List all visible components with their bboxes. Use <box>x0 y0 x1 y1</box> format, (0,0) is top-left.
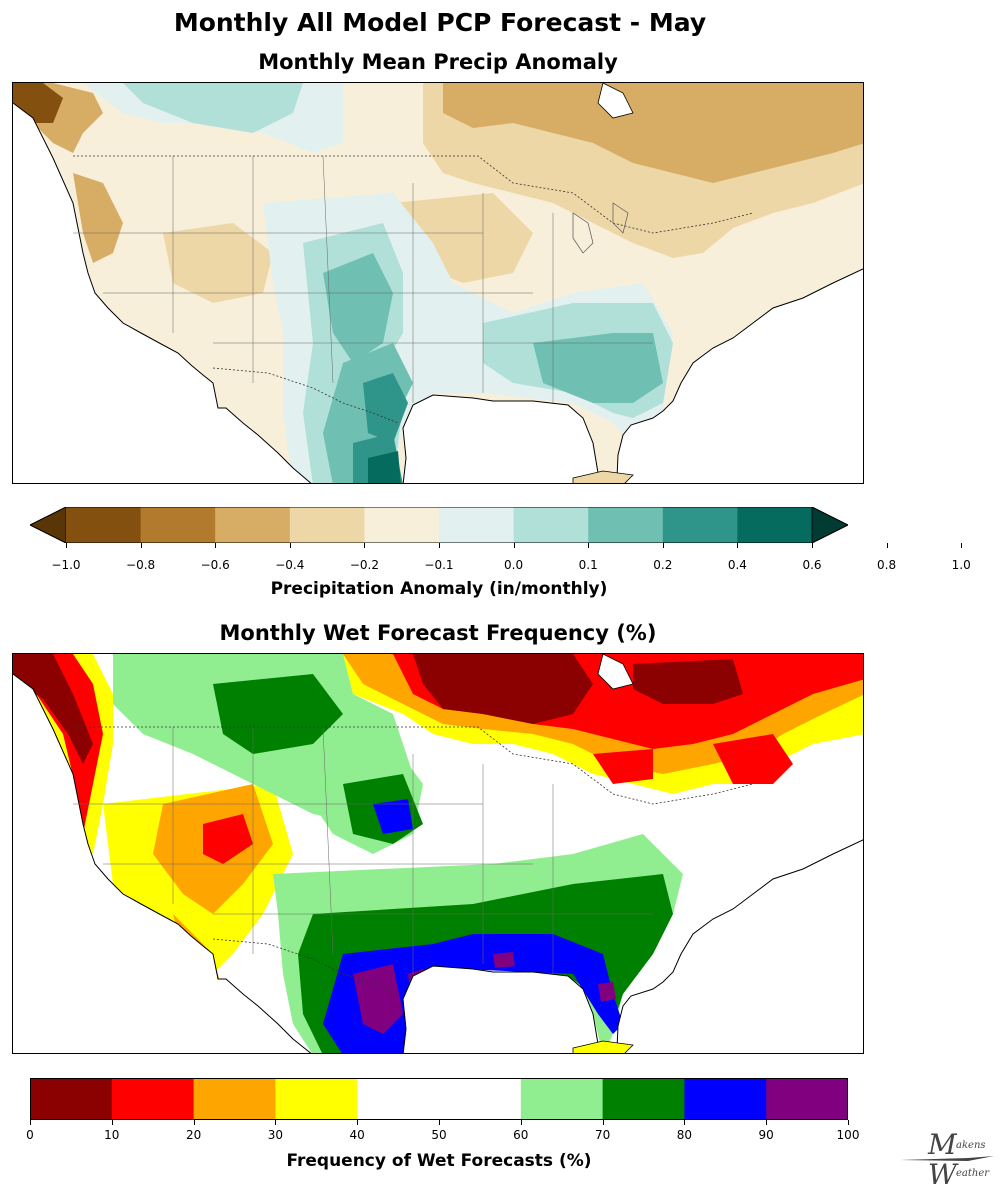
colorbar-tick-mark <box>812 543 813 548</box>
colorbar-tick-label: 1.0 <box>951 558 971 572</box>
colorbar-tick-mark <box>364 543 366 548</box>
colorbar-tick-mark <box>602 1120 604 1125</box>
logo-w-rest: eather <box>956 1168 990 1179</box>
figure-title: Monthly All Model PCP Forecast - May <box>173 8 707 37</box>
colorbar-extend-high <box>811 506 849 544</box>
colorbar-segment <box>275 1078 358 1120</box>
colorbar-tick-mark <box>766 1120 768 1125</box>
colorbar-tick-mark <box>662 543 664 548</box>
anomaly-colorbar-label: Precipitation Anomaly (in/monthly) <box>270 579 608 599</box>
colorbar-tick-mark <box>961 543 963 548</box>
colorbar-tick-label: 50 <box>431 1128 447 1142</box>
wet-frequency-map[interactable] <box>12 653 864 1054</box>
colorbar-tick-label: −0.8 <box>126 558 156 572</box>
colorbar-tick-label: 0.1 <box>578 558 598 572</box>
colorbar-tick-mark <box>193 1120 195 1125</box>
colorbar-tick-label: 0.4 <box>727 558 747 572</box>
colorbar-segment <box>215 507 291 543</box>
colorbar-tick-label: 0.6 <box>802 558 822 572</box>
colorbar-tick-mark <box>357 1120 359 1125</box>
colorbar-segment <box>602 1078 685 1120</box>
colorbar-tick-mark <box>684 1120 686 1125</box>
anomaly-colorbar <box>28 506 850 544</box>
colorbar-tick-label: 90 <box>758 1128 774 1142</box>
colorbar-segment <box>364 507 440 543</box>
colorbar-extend-low <box>29 506 67 544</box>
colorbar-segment <box>684 1078 767 1120</box>
colorbar-tick-mark <box>886 543 888 548</box>
colorbar-segment <box>588 507 664 543</box>
colorbar-segment <box>111 1078 195 1120</box>
logo-w-letter: W <box>928 1158 957 1191</box>
colorbar-tick-label: 60 <box>513 1128 529 1142</box>
colorbar-tick-mark <box>588 543 590 548</box>
colorbar-tick-mark <box>275 1120 277 1125</box>
colorbar-tick-mark <box>66 543 67 548</box>
colorbar-segment <box>30 1078 113 1120</box>
colorbar-tick-label: 0.0 <box>504 558 524 572</box>
colorbar-tick-label: 0.8 <box>877 558 897 572</box>
colorbar-tick-mark <box>30 1120 31 1125</box>
makens-weather-logo: M akens W eather <box>898 1128 998 1191</box>
colorbar-tick-label: −0.4 <box>275 558 305 572</box>
colorbar-tick-label: 10 <box>104 1128 120 1142</box>
colorbar-tick-label: 40 <box>349 1128 365 1142</box>
colorbar-tick-label: 70 <box>594 1128 611 1142</box>
colorbar-tick-label: −0.6 <box>200 558 230 572</box>
colorbar-segment <box>357 1078 522 1120</box>
colorbar-segment <box>737 507 813 543</box>
colorbar-segment <box>513 507 589 543</box>
frequency-colorbar <box>30 1078 849 1120</box>
colorbar-segment <box>439 507 515 543</box>
colorbar-tick-mark <box>111 1120 113 1125</box>
colorbar-tick-mark <box>439 543 440 548</box>
colorbar-tick-mark <box>848 1120 849 1125</box>
colorbar-tick-label: 100 <box>836 1128 860 1142</box>
colorbar-tick-mark <box>439 1120 440 1125</box>
colorbar-tick-mark <box>140 543 142 548</box>
colorbar-segment <box>193 1078 276 1120</box>
logo-m-letter: M <box>928 1128 957 1161</box>
colorbar-segment <box>766 1078 849 1120</box>
logo-m-rest: akens <box>956 1140 986 1151</box>
frequency-colorbar-label: Frequency of Wet Forecasts (%) <box>286 1151 592 1171</box>
colorbar-tick-mark <box>737 543 739 548</box>
colorbar-tick-label: −1.0 <box>51 558 81 572</box>
colorbar-tick-mark <box>520 1120 522 1125</box>
colorbar-tick-label: −0.1 <box>424 558 454 572</box>
colorbar-tick-mark <box>513 543 515 548</box>
colorbar-tick-label: 0 <box>26 1128 34 1142</box>
colorbar-tick-label: 80 <box>676 1128 693 1142</box>
colorbar-tick-label: 20 <box>185 1128 202 1142</box>
colorbar-segment <box>66 507 142 543</box>
colorbar-segment <box>662 507 738 543</box>
anomaly-map[interactable] <box>12 82 864 484</box>
anomaly-map-title: Monthly Mean Precip Anomaly <box>258 50 618 74</box>
colorbar-segment <box>140 507 216 543</box>
colorbar-segment <box>289 507 365 543</box>
colorbar-tick-mark <box>289 543 291 548</box>
wet-frequency-map-title: Monthly Wet Forecast Frequency (%) <box>219 621 657 645</box>
colorbar-segment <box>520 1078 604 1120</box>
colorbar-tick-label: 30 <box>267 1128 284 1142</box>
colorbar-tick-label: −0.2 <box>349 558 379 572</box>
colorbar-tick-mark <box>215 543 217 548</box>
colorbar-tick-label: 0.2 <box>653 558 673 572</box>
